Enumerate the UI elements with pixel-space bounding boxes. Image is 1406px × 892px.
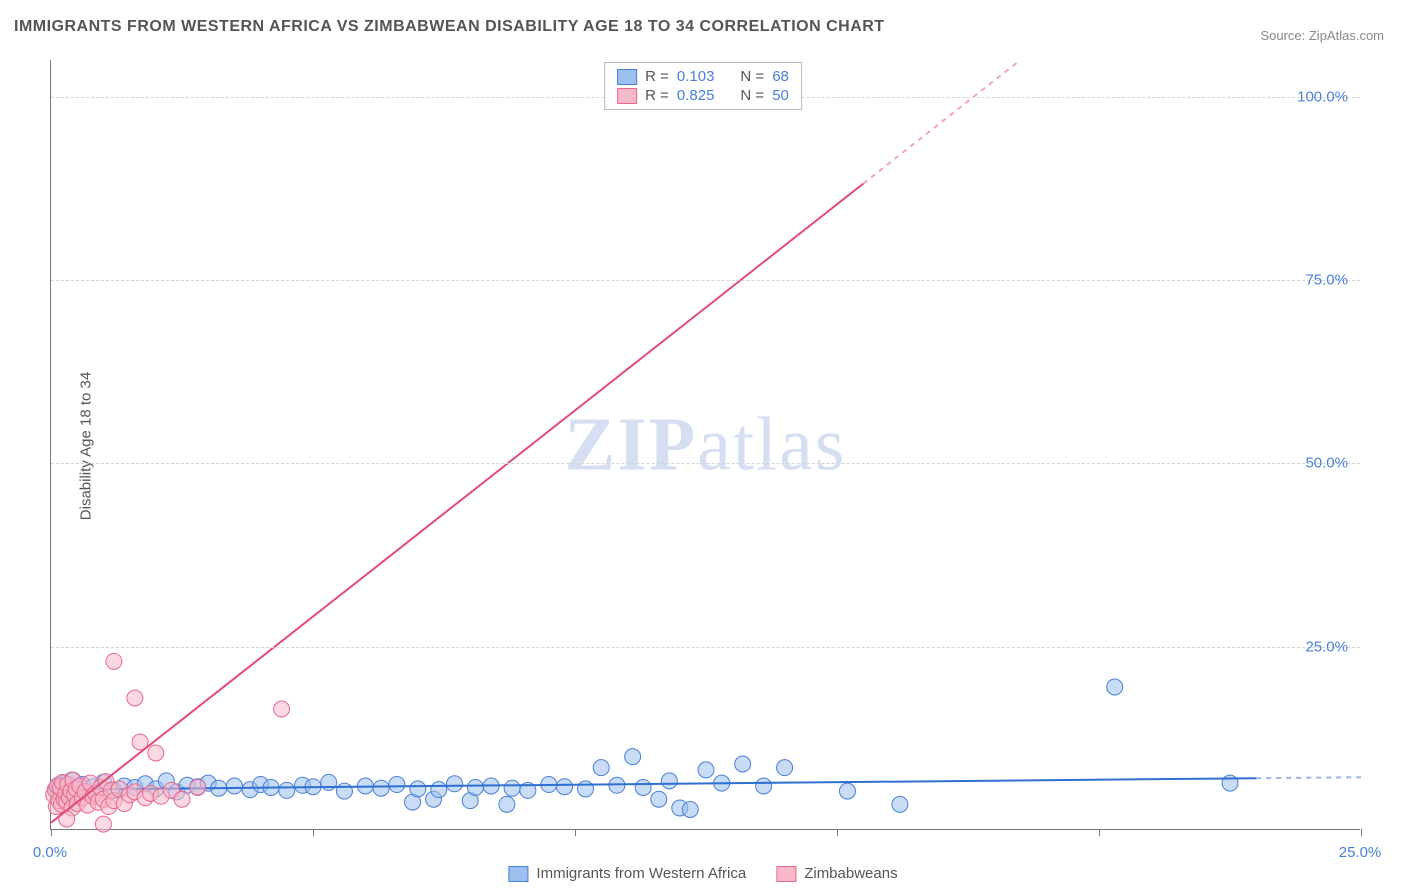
- xtick: [1099, 829, 1100, 836]
- chart-title: IMMIGRANTS FROM WESTERN AFRICA VS ZIMBAB…: [14, 18, 885, 36]
- data-point-western-africa: [389, 777, 405, 793]
- trend-line-extrap-zimbabweans: [863, 60, 1020, 184]
- data-point-western-africa: [1107, 679, 1123, 695]
- ytick-label: 25.0%: [1305, 638, 1348, 655]
- data-point-western-africa: [557, 779, 573, 795]
- xtick: [1361, 829, 1362, 836]
- scatter-svg: [51, 60, 1360, 829]
- data-point-western-africa: [279, 782, 295, 798]
- r-value-0: 0.103: [677, 68, 715, 85]
- legend-item-0: Immigrants from Western Africa: [508, 865, 746, 882]
- data-point-zimbabweans: [190, 779, 206, 795]
- data-point-western-africa: [467, 779, 483, 795]
- ytick-label: 75.0%: [1305, 272, 1348, 289]
- data-point-western-africa: [756, 778, 772, 794]
- data-point-zimbabweans: [106, 653, 122, 669]
- legend-series: Immigrants from Western Africa Zimbabwea…: [508, 865, 897, 882]
- data-point-western-africa: [577, 781, 593, 797]
- n-value-1: 50: [772, 87, 789, 104]
- data-point-western-africa: [777, 760, 793, 776]
- xtick: [313, 829, 314, 836]
- xtick-label: 0.0%: [33, 844, 67, 861]
- plot-area: ZIPatlas 25.0%50.0%75.0%100.0%: [50, 60, 1360, 830]
- r-value-1: 0.825: [677, 87, 715, 104]
- data-point-zimbabweans: [59, 811, 75, 827]
- swatch-bottom-1: [776, 866, 796, 882]
- data-point-western-africa: [682, 801, 698, 817]
- r-label: R =: [645, 87, 669, 104]
- swatch-series-0: [617, 69, 637, 85]
- data-point-zimbabweans: [174, 791, 190, 807]
- data-point-western-africa: [593, 760, 609, 776]
- legend-item-1: Zimbabweans: [776, 865, 897, 882]
- data-point-western-africa: [504, 780, 520, 796]
- gridline: [51, 647, 1360, 648]
- data-point-western-africa: [410, 781, 426, 797]
- xtick: [575, 829, 576, 836]
- data-point-western-africa: [635, 779, 651, 795]
- data-point-western-africa: [735, 756, 751, 772]
- legend-correlation: R = 0.103 N = 68 R = 0.825 N = 50: [604, 62, 802, 110]
- data-point-zimbabweans: [274, 701, 290, 717]
- gridline: [51, 280, 1360, 281]
- n-value-0: 68: [772, 68, 789, 85]
- swatch-bottom-0: [508, 866, 528, 882]
- source-attribution: Source: ZipAtlas.com: [1260, 28, 1384, 43]
- trend-line-extrap-western-africa: [1256, 777, 1361, 778]
- n-label: N =: [740, 87, 764, 104]
- r-label: R =: [645, 68, 669, 85]
- data-point-western-africa: [336, 783, 352, 799]
- data-point-western-africa: [226, 778, 242, 794]
- data-point-zimbabweans: [148, 745, 164, 761]
- data-point-western-africa: [839, 783, 855, 799]
- data-point-western-africa: [431, 782, 447, 798]
- data-point-zimbabweans: [127, 690, 143, 706]
- data-point-western-africa: [446, 776, 462, 792]
- legend-label-1: Zimbabweans: [804, 865, 897, 882]
- data-point-western-africa: [661, 773, 677, 789]
- data-point-western-africa: [892, 796, 908, 812]
- legend-row-series-1: R = 0.825 N = 50: [617, 86, 789, 105]
- n-label: N =: [740, 68, 764, 85]
- ytick-label: 100.0%: [1297, 88, 1348, 105]
- legend-label-0: Immigrants from Western Africa: [536, 865, 746, 882]
- xtick-label: 25.0%: [1339, 844, 1382, 861]
- xtick: [837, 829, 838, 836]
- data-point-western-africa: [625, 749, 641, 765]
- legend-row-series-0: R = 0.103 N = 68: [617, 67, 789, 86]
- xtick: [51, 829, 52, 836]
- data-point-zimbabweans: [95, 816, 111, 832]
- data-point-western-africa: [499, 796, 515, 812]
- data-point-western-africa: [373, 780, 389, 796]
- ytick-label: 50.0%: [1305, 455, 1348, 472]
- data-point-western-africa: [698, 762, 714, 778]
- swatch-series-1: [617, 88, 637, 104]
- gridline: [51, 463, 1360, 464]
- data-point-western-africa: [651, 791, 667, 807]
